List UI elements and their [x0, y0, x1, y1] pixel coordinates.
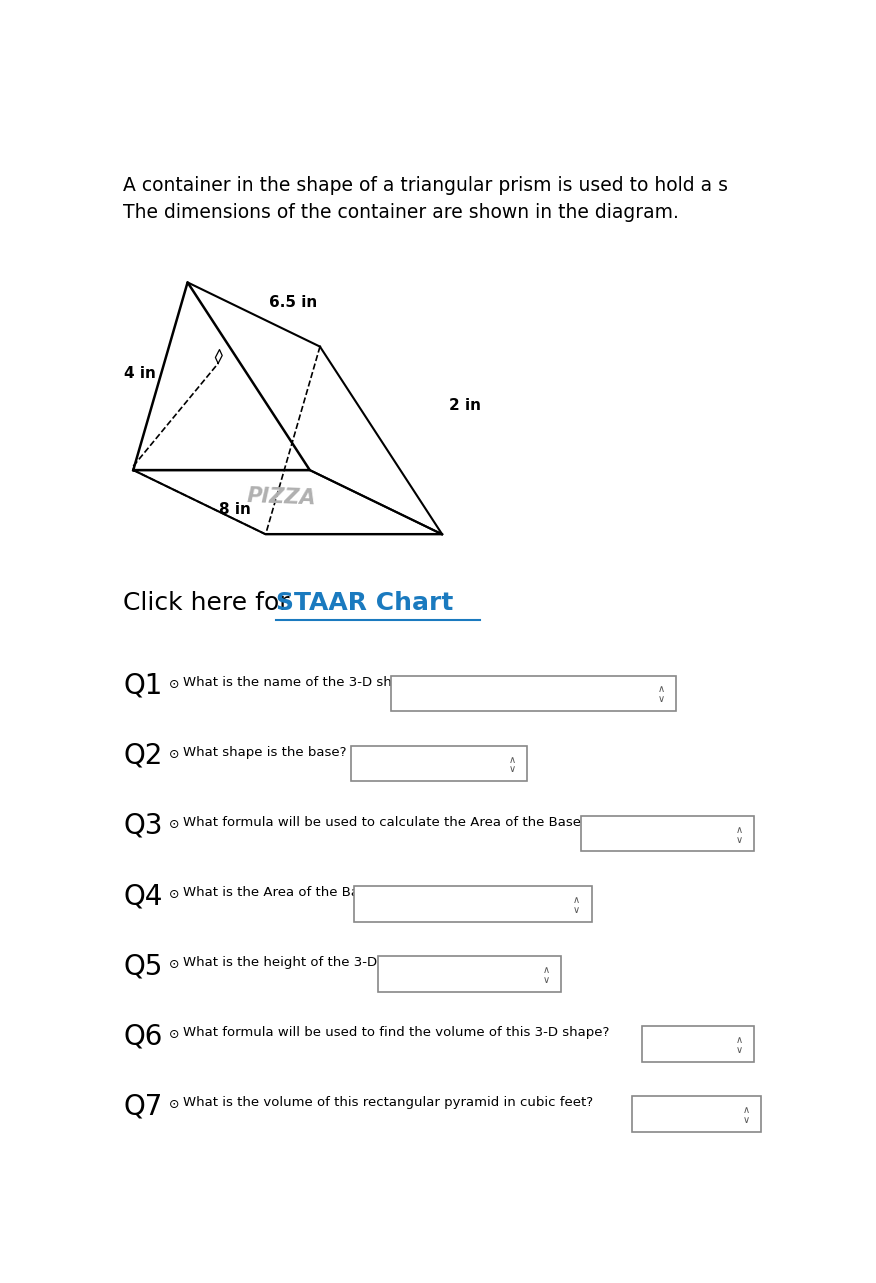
Text: 4 in: 4 in — [124, 366, 156, 381]
Text: ∨: ∨ — [573, 905, 580, 915]
Text: Q2: Q2 — [123, 742, 162, 770]
Text: Q3: Q3 — [123, 812, 163, 840]
Text: PIZZA: PIZZA — [246, 486, 316, 508]
Text: Q5: Q5 — [123, 952, 162, 980]
Text: ∧: ∧ — [573, 894, 580, 905]
Text: ∧: ∧ — [736, 1035, 743, 1046]
Text: 8 in: 8 in — [219, 502, 251, 517]
Text: ⊙: ⊙ — [169, 677, 180, 690]
Bar — [642, 1026, 754, 1062]
Text: The dimensions of the container are shown in the diagram.: The dimensions of the container are show… — [123, 204, 679, 222]
Text: ∨: ∨ — [736, 834, 743, 844]
Text: What is the height of the 3-D shape?: What is the height of the 3-D shape? — [183, 956, 428, 969]
Text: ∨: ∨ — [542, 975, 549, 985]
Text: ∧: ∧ — [509, 754, 516, 765]
Bar — [350, 745, 527, 781]
Text: ∨: ∨ — [736, 1044, 743, 1055]
Text: ⊙: ⊙ — [169, 817, 180, 831]
Text: What is the volume of this rectangular pyramid in cubic feet?: What is the volume of this rectangular p… — [183, 1097, 593, 1110]
Text: ∧: ∧ — [658, 684, 665, 694]
Text: ∧: ∧ — [542, 965, 549, 975]
Text: What shape is the base?: What shape is the base? — [183, 745, 346, 758]
Bar — [378, 956, 561, 992]
Text: 6.5 in: 6.5 in — [269, 295, 317, 309]
Bar — [632, 1097, 761, 1132]
Text: What is the Area of the Base?: What is the Area of the Base? — [183, 887, 381, 899]
Text: ⊙: ⊙ — [169, 748, 180, 761]
Text: ⊙: ⊙ — [169, 888, 180, 901]
Text: Q7: Q7 — [123, 1093, 162, 1120]
Text: 2 in: 2 in — [449, 399, 481, 413]
Text: What formula will be used to calculate the Area of the Base?: What formula will be used to calculate t… — [183, 816, 588, 829]
Text: STAAR Chart: STAAR Chart — [276, 590, 453, 615]
Text: What formula will be used to find the volume of this 3-D shape?: What formula will be used to find the vo… — [183, 1026, 609, 1039]
Text: ∨: ∨ — [658, 694, 665, 704]
Text: Click here for: Click here for — [123, 590, 298, 615]
Bar — [354, 887, 591, 921]
Text: ∨: ∨ — [743, 1115, 750, 1125]
Text: Q6: Q6 — [123, 1023, 162, 1051]
Text: ⊙: ⊙ — [169, 1098, 180, 1111]
Text: ⊙: ⊙ — [169, 958, 180, 971]
Text: Q4: Q4 — [123, 881, 162, 910]
Text: ∧: ∧ — [736, 825, 743, 835]
Text: What is the name of the 3-D shape?: What is the name of the 3-D shape? — [183, 676, 423, 689]
Text: ∨: ∨ — [509, 765, 516, 775]
Bar — [392, 676, 676, 711]
Bar — [582, 816, 754, 852]
Text: Q1: Q1 — [123, 671, 162, 699]
Text: ⊙: ⊙ — [169, 1028, 180, 1042]
Text: A container in the shape of a triangular prism is used to hold a s: A container in the shape of a triangular… — [123, 176, 728, 195]
Text: ∧: ∧ — [743, 1105, 750, 1115]
